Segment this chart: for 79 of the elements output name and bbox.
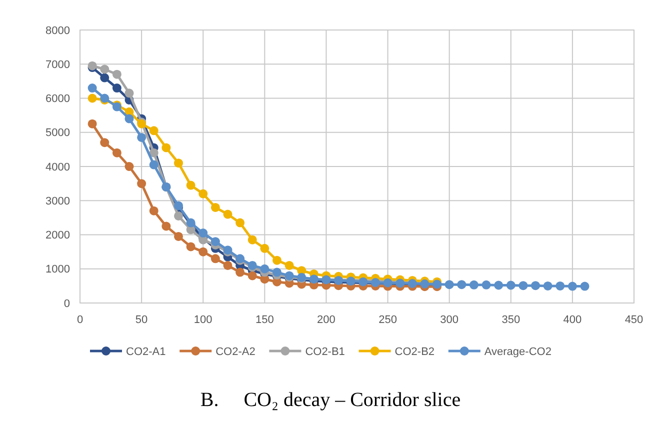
- x-tick-label: 250: [378, 314, 397, 326]
- point: [162, 143, 171, 152]
- point: [198, 189, 208, 198]
- point: [580, 282, 590, 291]
- x-tick-label: 400: [563, 314, 582, 326]
- point: [260, 264, 270, 274]
- point: [186, 242, 196, 252]
- point: [457, 280, 466, 290]
- point: [482, 280, 491, 290]
- point: [469, 280, 478, 290]
- x-tick-label: 350: [502, 314, 520, 326]
- x-tick-label: 200: [317, 314, 336, 326]
- point: [100, 138, 110, 148]
- point: [88, 84, 97, 93]
- point: [137, 132, 146, 142]
- point: [284, 260, 294, 270]
- point: [124, 162, 134, 171]
- x-tick-label: 50: [135, 314, 148, 326]
- point: [223, 260, 232, 270]
- point: [174, 232, 183, 241]
- point: [100, 64, 110, 74]
- point: [112, 70, 122, 79]
- point: [88, 119, 97, 128]
- point: [198, 247, 208, 256]
- point: [272, 268, 282, 277]
- point: [149, 126, 158, 136]
- y-tick-label: 1000: [46, 264, 70, 276]
- point: [162, 222, 171, 231]
- legend-label: CO2-B1: [305, 346, 345, 358]
- y-tick-label: 7000: [46, 58, 70, 71]
- point: [531, 281, 540, 290]
- point: [223, 210, 232, 219]
- y-tick-label: 8000: [46, 24, 70, 37]
- point: [556, 281, 565, 290]
- point: [124, 88, 134, 98]
- point: [272, 256, 282, 265]
- text: B. CO₂ decay – Corridor slice: [200, 389, 461, 411]
- point: [210, 202, 220, 212]
- point: [149, 160, 158, 170]
- point: [174, 211, 183, 220]
- point: [112, 84, 122, 93]
- point: [174, 158, 183, 168]
- point: [88, 94, 97, 103]
- point: [210, 237, 220, 246]
- y-tick-label: 4000: [46, 161, 70, 174]
- point: [236, 268, 245, 277]
- point: [506, 280, 516, 290]
- point: [149, 148, 158, 158]
- point: [236, 218, 245, 228]
- legend-label: Average-CO2: [484, 346, 552, 358]
- point: [568, 282, 577, 291]
- legend-label: CO2-B2: [394, 346, 435, 358]
- point: [149, 206, 158, 216]
- point: [100, 73, 110, 82]
- x-tick-label: 450: [624, 314, 644, 326]
- point: [137, 179, 146, 188]
- point: [248, 235, 257, 244]
- x-tick-label: 150: [255, 314, 274, 326]
- y-tick-label: 2000: [46, 230, 70, 242]
- x-tick-label: 0: [76, 314, 84, 326]
- x-tick-label: 300: [440, 314, 459, 326]
- y-tick-label: 6000: [46, 93, 70, 106]
- point: [112, 148, 122, 158]
- legend-label: CO2-A2: [216, 346, 256, 358]
- legend-label: CO2-A1: [126, 346, 166, 358]
- y-tick-label: 3000: [46, 195, 70, 208]
- y-tick-label: 5000: [46, 127, 70, 140]
- point: [494, 280, 504, 290]
- point: [210, 254, 220, 264]
- point: [248, 271, 257, 280]
- point: [260, 244, 270, 253]
- point: [518, 281, 528, 290]
- point: [444, 280, 454, 290]
- y-tick-label: 0: [64, 298, 70, 310]
- point: [124, 114, 134, 124]
- point: [198, 228, 208, 238]
- point: [543, 281, 552, 290]
- x-tick-label: 100: [194, 314, 212, 326]
- point: [186, 180, 196, 190]
